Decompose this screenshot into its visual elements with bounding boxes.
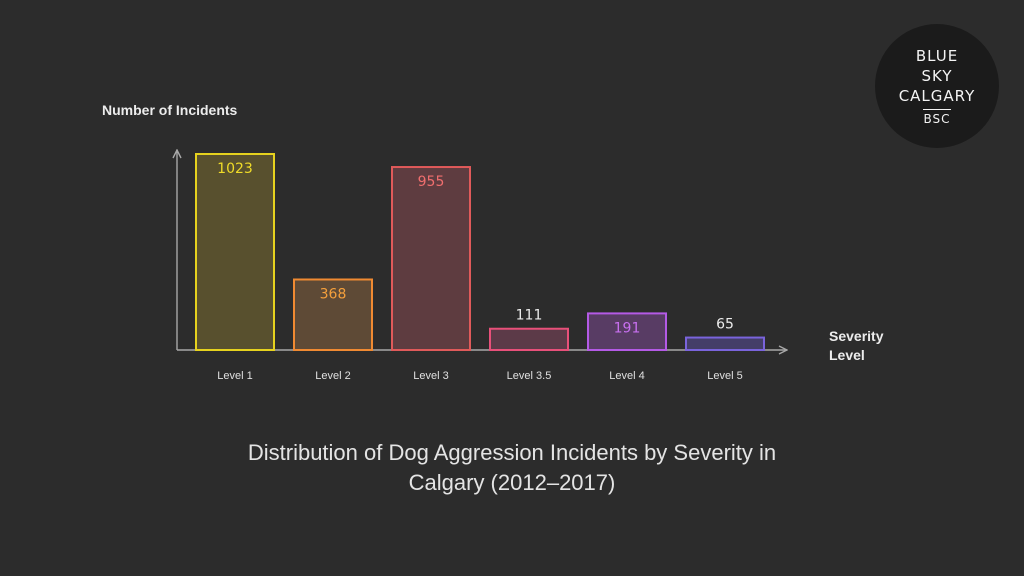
badge-abbreviation: BSC: [923, 108, 951, 127]
x-tick-label-level-3: Level 3: [413, 370, 448, 382]
bar-level-3-5: [489, 327, 569, 351]
x-axis-title: Severity Level: [829, 328, 887, 363]
x-tick-label-level-5: Level 5: [707, 370, 742, 382]
badge-line-3: CALGARY: [898, 86, 976, 105]
y-axis-title: Number of Incidents: [102, 102, 238, 118]
x-tick-label-level-3-5: Level 3.5: [507, 370, 552, 382]
x-tick-label-level-4: Level 4: [609, 370, 644, 382]
badge-line-1: BLUE: [915, 46, 959, 65]
data-label-level-4: 191: [614, 320, 641, 336]
data-label-level-2: 368: [320, 286, 347, 302]
x-tick-label-level-2: Level 2: [315, 370, 350, 382]
bar-level-2: [293, 278, 373, 352]
bar-level-5: [685, 336, 765, 351]
data-label-level-1: 1023: [217, 161, 253, 177]
blue-sky-calgary-logo-badge: BLUE SKY CALGARY BSC: [875, 24, 999, 148]
bars-group: 1023 Level 1 368 Level 2 955 Level 3 111 Level …: [195, 153, 765, 382]
badge-line-2: SKY: [921, 66, 953, 85]
bar-level-1: [195, 153, 275, 351]
bar-level-4: [587, 312, 667, 351]
data-label-level-5: 65: [716, 317, 734, 333]
bar-level-3: [391, 166, 471, 351]
data-label-level-3-5: 111: [516, 308, 543, 324]
data-label-level-3: 955: [418, 174, 445, 190]
x-tick-label-level-1: Level 1: [217, 370, 252, 382]
x-axis-title-line-1: Severity: [829, 328, 884, 344]
x-axis-title-line-2: Level: [829, 347, 865, 363]
chart-title: Distribution of Dog Aggression Incidents…: [247, 440, 777, 495]
